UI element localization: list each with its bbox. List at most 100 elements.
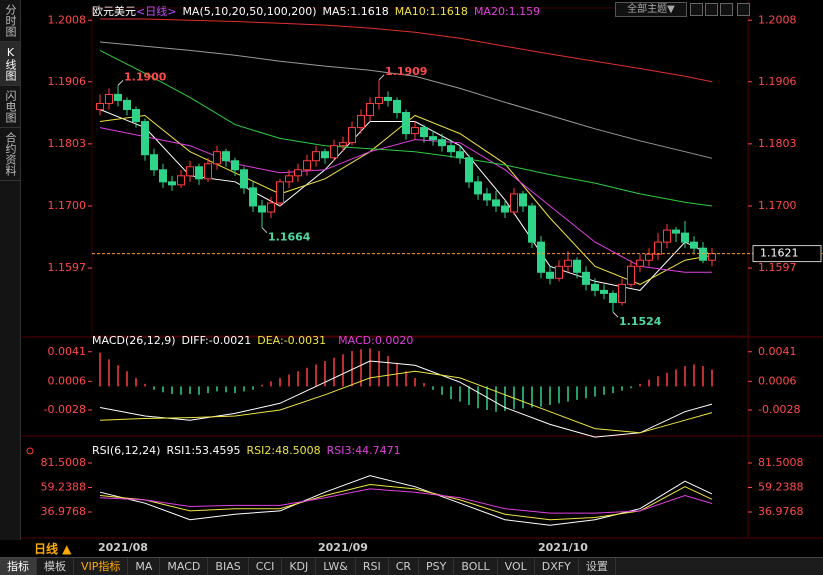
candle-body — [438, 139, 446, 147]
candle-body — [609, 292, 617, 303]
y-tick-label: 59.2388 — [758, 481, 804, 494]
candle-body — [132, 108, 140, 123]
indicator: RSI(6,12,24) — [92, 444, 161, 457]
candle-body — [312, 151, 320, 162]
sidebar-tab[interactable]: 闪电图 — [0, 86, 20, 128]
annotation-pointer — [378, 74, 385, 81]
tab[interactable]: RSI — [356, 558, 389, 575]
sidebar-tab[interactable]: K线图 — [0, 42, 20, 86]
indicator-line — [99, 488, 713, 514]
tab[interactable]: 指标 — [0, 558, 37, 575]
candle-body — [681, 232, 689, 243]
indicator-line — [100, 18, 713, 83]
y-tick-label: 1.1597 — [758, 261, 797, 274]
y-tick-label: 1.1803 — [48, 137, 87, 150]
y-tick-label: 1.1906 — [48, 75, 87, 88]
candle-body — [240, 169, 248, 189]
tab[interactable]: CCI — [249, 558, 283, 575]
macd-header: MACD(26,12,9) DIFF:-0.0021 DEA:-0.0031 MACD… — [92, 334, 419, 347]
tab[interactable]: LW& — [316, 558, 356, 575]
candle-body — [492, 199, 500, 207]
y-tick-label: 36.9768 — [41, 505, 87, 518]
candle-body — [258, 205, 266, 213]
candle-body — [249, 187, 257, 207]
candle-body — [465, 157, 473, 183]
indicator: MACD(26,12,9) — [92, 334, 176, 347]
theme-dropdown[interactable]: 全部主题▼ — [615, 2, 687, 17]
legend-entry: MA5:1.1618 — [322, 5, 389, 18]
candle-body — [195, 166, 203, 180]
candle-body — [456, 151, 464, 159]
candle-body — [213, 151, 221, 165]
candle-body — [708, 253, 716, 261]
rsi-icon[interactable] — [26, 447, 34, 455]
legend: RSI1:53.4595 RSI2:48.5008 RSI3:44.7471 — [166, 444, 406, 457]
icon-button[interactable] — [737, 3, 750, 16]
indicator-tabs: 指标 模板 VIP指标 MA MACD BIAS CCI KDJ LW& RSI CR PSY BOLL… — [0, 557, 823, 575]
tab[interactable]: 设置 — [579, 558, 616, 575]
y-tick-label: 59.2388 — [41, 481, 87, 494]
candle-body — [150, 154, 158, 171]
tab[interactable]: PSY — [419, 558, 455, 575]
price-annotation: 1.1900 — [124, 70, 167, 83]
legend-entry: MA10:1.1618 — [394, 5, 468, 18]
candle-body — [528, 205, 536, 243]
annotation-pointer — [261, 227, 268, 234]
tab[interactable]: CR — [389, 558, 420, 575]
tab[interactable]: DXFY — [535, 558, 579, 575]
y-tick-label: 1.1906 — [758, 75, 797, 88]
candle-body — [168, 181, 176, 186]
candle-body — [654, 241, 662, 255]
legend: DIFF:-0.0021 DEA:-0.0031 — [182, 334, 333, 347]
candle-body — [564, 259, 572, 267]
candle-body — [357, 115, 365, 129]
tab[interactable]: MA — [128, 558, 161, 575]
candle-body — [420, 127, 428, 138]
icon-button[interactable] — [705, 3, 718, 16]
candle-body — [402, 112, 410, 135]
period-selector[interactable]: 日线 ▲ — [34, 542, 72, 556]
sidebar-tab[interactable]: 分时图 — [0, 0, 20, 42]
indicator-line — [99, 360, 713, 438]
candle-body — [114, 93, 122, 101]
candle-body — [393, 99, 401, 114]
tab[interactable]: KDJ — [282, 558, 317, 575]
indicator-line — [99, 41, 713, 159]
tab[interactable]: 模板 — [37, 558, 74, 575]
candle-body — [690, 241, 698, 249]
tab[interactable]: BOLL — [454, 558, 498, 575]
candle-body — [123, 99, 131, 110]
y-tick-label: 36.9768 — [758, 505, 804, 518]
icon-button[interactable] — [720, 3, 733, 16]
candle-body — [510, 193, 518, 213]
date-label: 2021/10 — [538, 541, 588, 554]
y-tick-label: 81.5008 — [758, 456, 804, 469]
last-price-label: 1.1621 — [760, 247, 799, 260]
candle-body — [96, 102, 104, 110]
candle-body — [699, 247, 707, 261]
candle-body — [366, 102, 374, 117]
symbol: 欧元美元 — [92, 5, 136, 18]
sidebar-tab[interactable]: 合约资料 — [0, 128, 20, 181]
legend-entry: DIFF:-0.0021 — [181, 334, 252, 347]
candle-body — [636, 259, 644, 267]
tab[interactable]: VIP指标 — [74, 558, 129, 575]
tab[interactable]: BIAS — [208, 558, 249, 575]
icon-button[interactable] — [690, 3, 703, 16]
date-label: 2021/09 — [318, 541, 368, 554]
legend-entry: RSI1:53.4595 — [166, 444, 241, 457]
candle-body — [663, 229, 671, 243]
candle-body — [618, 283, 626, 303]
candle-body — [231, 160, 239, 171]
tab[interactable]: MACD — [160, 558, 209, 575]
sidebar: 分时图 K线图 闪电图 合约资料 — [0, 0, 21, 540]
candle-body — [105, 93, 113, 104]
candle-body — [555, 265, 563, 279]
candle-body — [186, 166, 194, 177]
candle-body — [582, 271, 590, 285]
indicator-line — [99, 475, 713, 526]
candle-body — [204, 163, 212, 180]
price-annotation: 1.1909 — [385, 65, 427, 78]
tab[interactable]: VOL — [498, 558, 535, 575]
